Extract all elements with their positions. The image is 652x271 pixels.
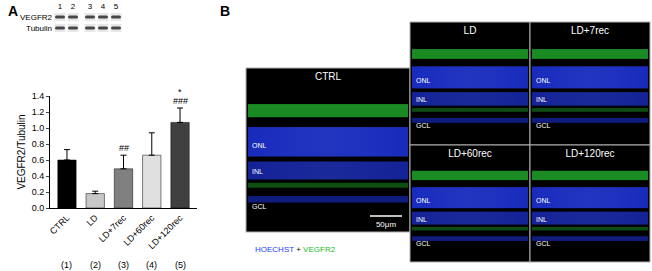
- svg-text:3: 3: [88, 2, 93, 11]
- svg-text:5: 5: [114, 2, 119, 11]
- svg-text:GCL: GCL: [252, 203, 267, 210]
- svg-text:GCL: GCL: [416, 240, 431, 247]
- svg-text:(4): (4): [146, 260, 157, 270]
- svg-text:LD: LD: [464, 25, 477, 36]
- svg-text:(2): (2): [90, 260, 101, 270]
- svg-text:ONL: ONL: [536, 77, 551, 84]
- svg-text:INL: INL: [416, 96, 427, 103]
- svg-text:ONL: ONL: [536, 197, 551, 204]
- svg-text:LD: LD: [85, 212, 101, 228]
- svg-text:ONL: ONL: [252, 142, 267, 149]
- svg-text:CTRL: CTRL: [48, 213, 72, 237]
- svg-text:ONL: ONL: [416, 197, 431, 204]
- svg-text:INL: INL: [536, 96, 547, 103]
- svg-text:LD+7rec: LD+7rec: [571, 25, 609, 36]
- svg-text:LD+60rec: LD+60rec: [122, 212, 157, 247]
- svg-text:1: 1: [58, 2, 63, 11]
- svg-text:50μm: 50μm: [376, 220, 397, 229]
- svg-text:INL: INL: [416, 216, 427, 223]
- svg-text:0.2: 0.2: [32, 187, 45, 197]
- svg-text:###: ###: [173, 96, 188, 106]
- svg-text:0.8: 0.8: [32, 139, 45, 149]
- svg-text:0.6: 0.6: [32, 155, 45, 165]
- svg-text:INL: INL: [252, 168, 263, 175]
- svg-text:1.4: 1.4: [32, 91, 45, 101]
- svg-text:B: B: [220, 3, 230, 19]
- svg-text:VEGFR2/Tubulin: VEGFR2/Tubulin: [16, 114, 27, 189]
- svg-text:*: *: [178, 87, 182, 97]
- svg-text:(1): (1): [61, 260, 72, 270]
- svg-text:1.0: 1.0: [32, 123, 45, 133]
- svg-text:1.2: 1.2: [32, 107, 45, 117]
- svg-text:LD+7rec: LD+7rec: [97, 212, 129, 244]
- svg-text:LD+120rec: LD+120rec: [565, 148, 614, 159]
- svg-text:Tubulin: Tubulin: [26, 24, 52, 33]
- svg-text:LD+60rec: LD+60rec: [448, 148, 492, 159]
- svg-text:0.4: 0.4: [32, 171, 45, 181]
- svg-text:VEGFR2: VEGFR2: [20, 13, 53, 22]
- svg-text:ONL: ONL: [416, 77, 431, 84]
- svg-text:(3): (3): [118, 260, 129, 270]
- svg-text:LD+120rec: LD+120rec: [146, 212, 185, 251]
- svg-text:0.0: 0.0: [32, 203, 45, 213]
- svg-text:##: ##: [119, 143, 129, 153]
- svg-text:CTRL: CTRL: [315, 71, 342, 82]
- svg-text:GCL: GCL: [536, 240, 551, 247]
- svg-text:A: A: [8, 3, 18, 19]
- svg-text:INL: INL: [536, 216, 547, 223]
- svg-text:GCL: GCL: [536, 122, 551, 129]
- svg-text:GCL: GCL: [416, 122, 431, 129]
- svg-text:HOECHST + VEGFR2: HOECHST + VEGFR2: [255, 245, 336, 254]
- svg-text:(5): (5): [175, 260, 186, 270]
- svg-text:2: 2: [71, 2, 76, 11]
- svg-text:4: 4: [101, 2, 106, 11]
